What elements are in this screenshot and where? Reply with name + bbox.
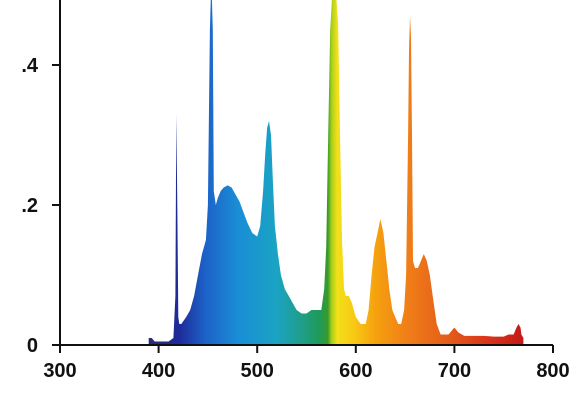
x-tick-label-300: 300 <box>43 360 76 382</box>
x-tick-label-400: 400 <box>142 360 175 382</box>
x-tick-label-800: 800 <box>536 360 569 382</box>
y-tick-label-0.2: .2 <box>21 195 38 217</box>
x-tick-label-600: 600 <box>339 360 372 382</box>
y-tick-label-0.4: .4 <box>21 55 39 77</box>
x-tick-label-700: 700 <box>438 360 471 382</box>
x-tick-label-500: 500 <box>241 360 274 382</box>
y-tick-label-0: 0 <box>27 335 38 357</box>
spectrum-area-0 <box>148 0 524 345</box>
